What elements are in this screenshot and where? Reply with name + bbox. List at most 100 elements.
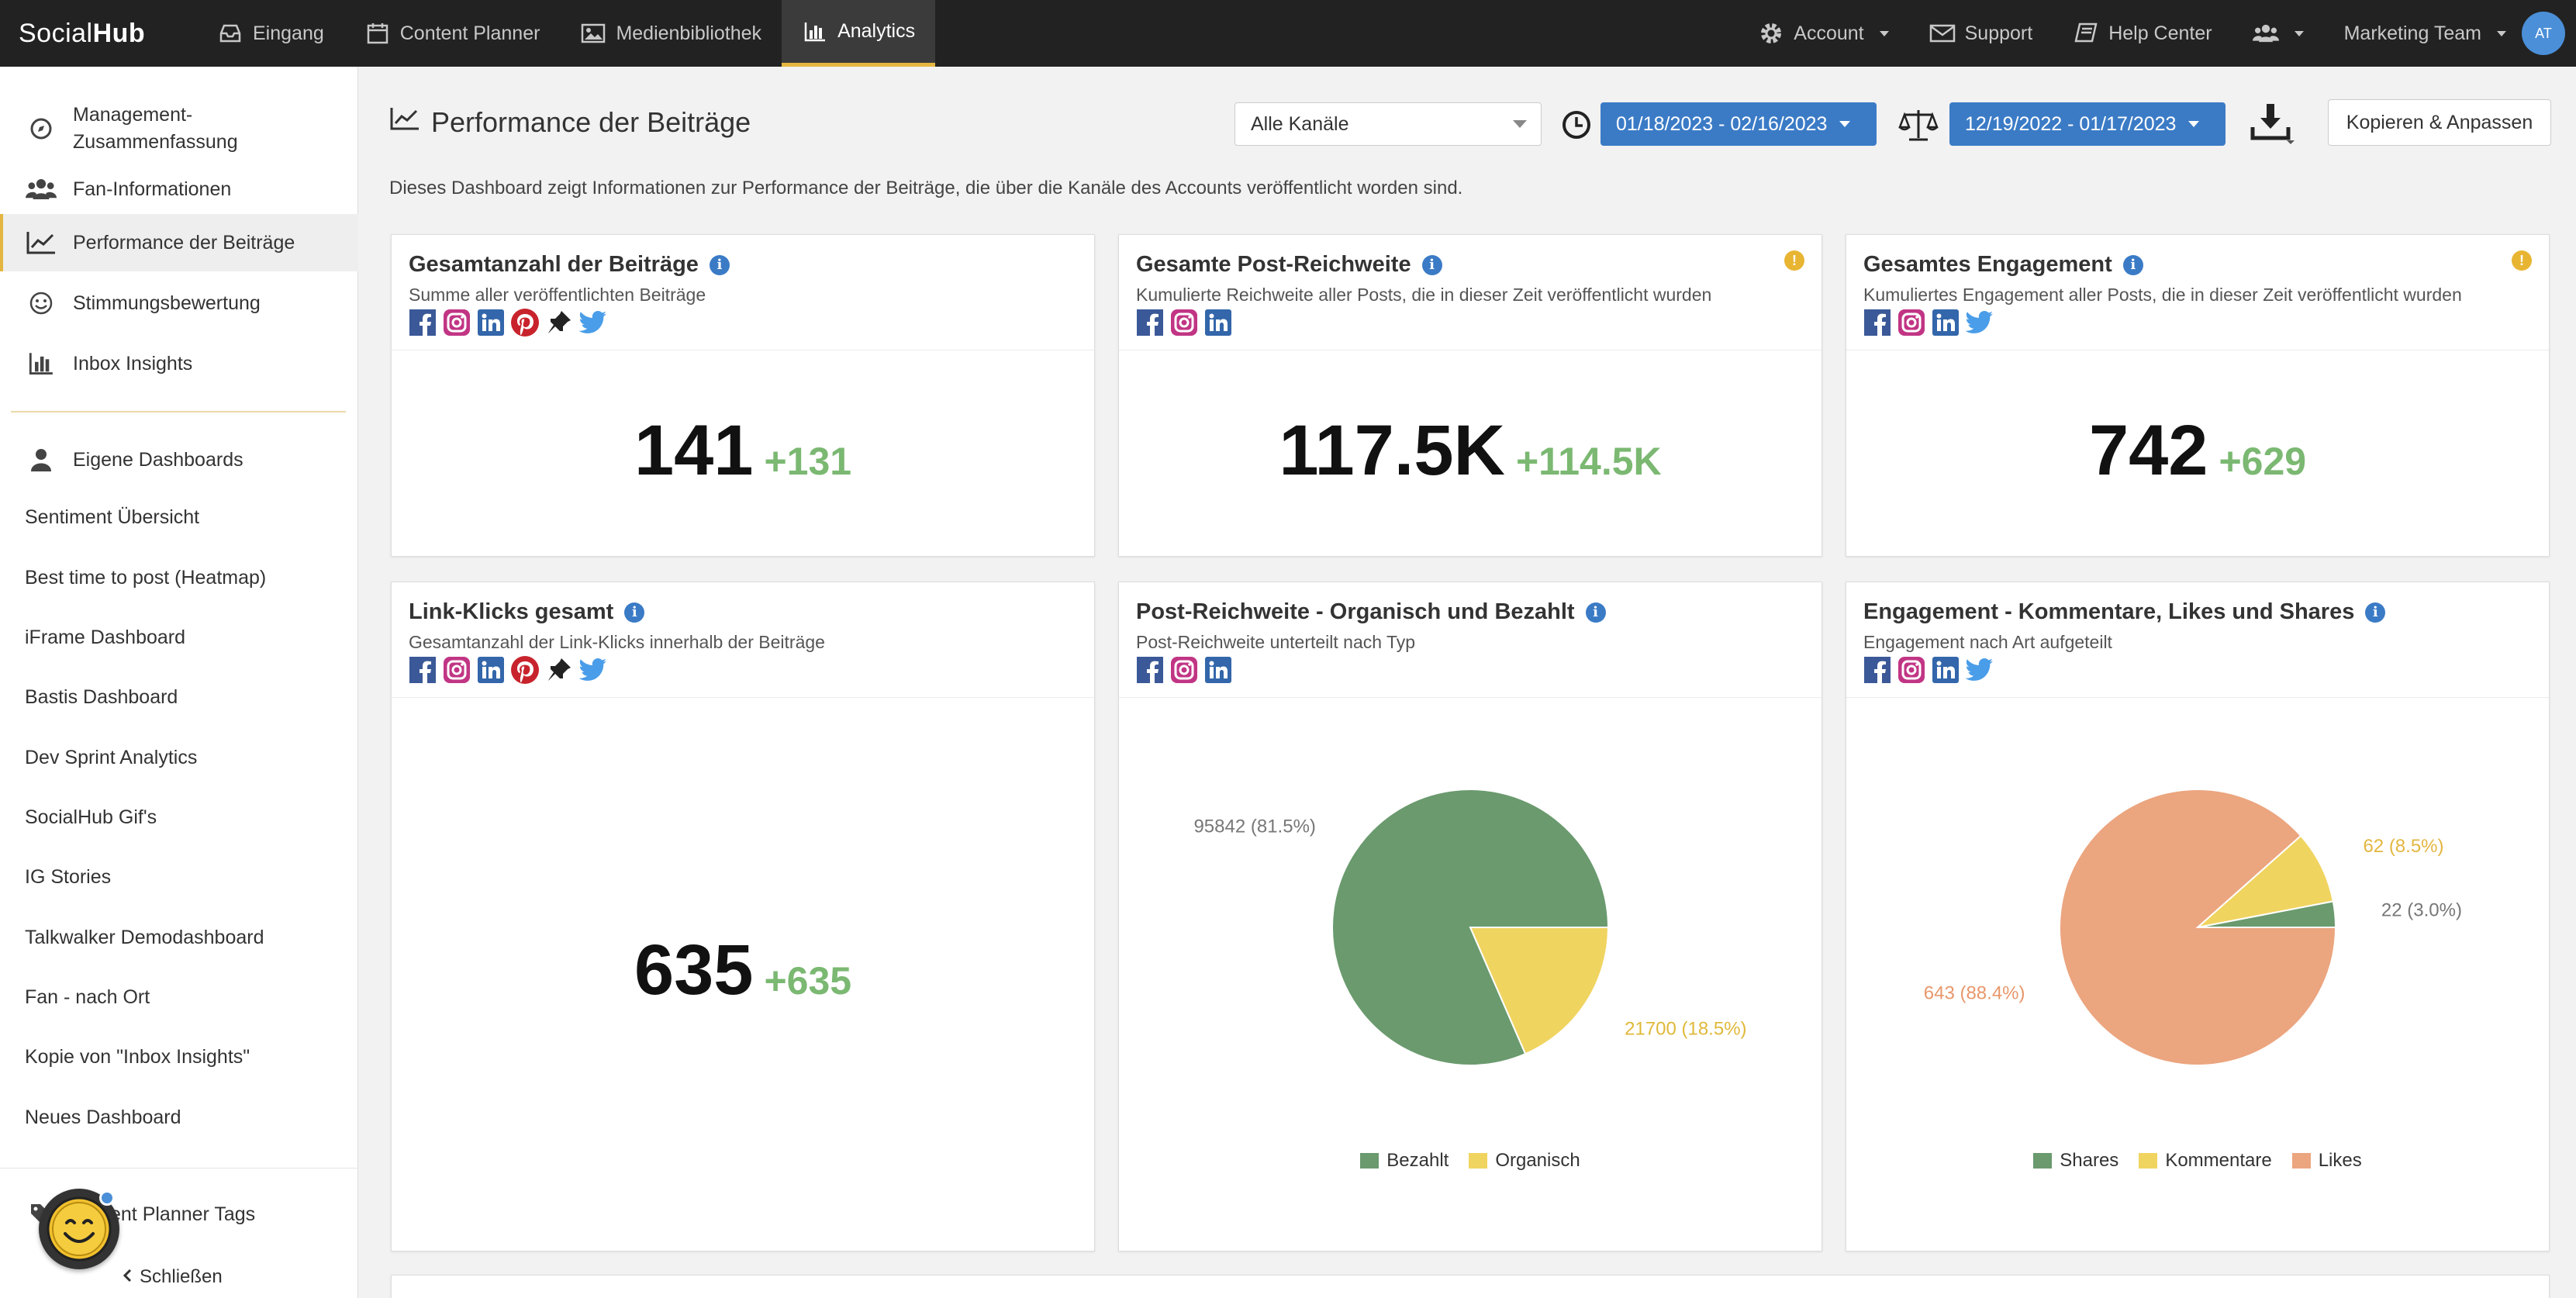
dashboard-link[interactable]: Kopie von "Inbox Insights" [25,1046,250,1068]
users-icon [25,173,57,205]
user-icon [25,444,57,476]
instagram-icon [443,309,471,337]
sidebar-close-button[interactable]: Schließen [123,1266,223,1288]
dashboard-link[interactable]: Bastis Dashboard [25,686,178,708]
info-icon[interactable]: i [1585,602,1606,623]
chevron-down-icon [2188,121,2200,127]
card-title: Gesamte Post-Reichweite i [1136,252,1442,278]
compare-range-picker[interactable]: 12/19/2022 - 01/17/2023 [1949,102,2226,146]
pinterest-icon [511,309,539,337]
sidebar-item-label: Inbox Insights [73,352,193,375]
info-icon[interactable]: i [624,602,645,623]
facebook-icon [1136,656,1164,684]
sidebar-item-stimmungsbewertung[interactable]: Stimmungsbewertung [0,276,358,330]
nav-item-analytics[interactable]: Analytics [782,0,936,67]
copy-customize-button[interactable]: Kopieren & Anpassen [2328,99,2551,146]
line-chart-icon [389,105,420,139]
bar-chart-icon [25,347,57,380]
compare-range-value: 12/19/2022 - 01/17/2023 [1965,112,2177,135]
nav-label: Content Planner [399,22,540,44]
metric-delta: +629 [2219,440,2307,483]
pie-label-likes: 643 (88.4%) [1924,983,2025,1004]
legend-item-organisch[interactable]: Organisch [1469,1150,1580,1172]
instagram-icon [1897,309,1925,337]
facebook-icon [1863,656,1891,684]
dashboard-link[interactable]: Fan - nach Ort [25,986,150,1008]
legend-item-bezahlt[interactable]: Bezahlt [1360,1150,1449,1172]
metric-card-total-reach: Gesamte Post-Reichweite i ! Kumulierte Re… [1118,234,1822,557]
warning-icon[interactable]: ! [2512,250,2532,271]
pie-slice-likes[interactable] [2059,789,2337,1066]
pin-icon [545,656,573,684]
info-icon[interactable]: i [2122,254,2143,275]
nav-label: Medienbibliothek [616,22,762,44]
account-menu[interactable]: Account [1738,0,1908,67]
download-icon[interactable] [2247,99,2297,146]
chart-legend: Bezahlt Organisch [1119,1150,1822,1172]
legend-swatch [2139,1153,2158,1169]
feedback-smiley-button[interactable] [39,1189,119,1269]
dashboard-link[interactable]: IG Stories [25,866,112,888]
legend-label: Bezahlt [1386,1150,1449,1171]
card-subtitle: Kumulierte Reichweite aller Posts, die i… [1136,285,1712,305]
nav-item-content-planner[interactable]: Content Planner [344,0,561,67]
pie-slice-bezahlt[interactable] [1331,789,1610,1066]
help-center-link[interactable]: Help Center [2053,0,2232,67]
sidebar-own-dashboards-header[interactable]: Eigene Dashboards [0,433,358,487]
pie-slice-kommentare[interactable] [2194,834,2334,929]
dashboard-link[interactable]: SocialHub Gif's [25,806,157,828]
line-chart-icon [25,226,57,259]
chart-card-engagement-type: Engagement - Kommentare, Likes und Share… [1846,582,2550,1251]
social-icons [1863,656,1994,684]
legend-item-shares[interactable]: Shares [2033,1150,2118,1172]
compass-icon [25,112,57,145]
warning-icon[interactable]: ! [1784,250,1804,271]
info-icon[interactable]: i [1421,254,1442,275]
date-range-picker[interactable]: 01/18/2023 - 02/16/2023 [1601,102,1877,146]
chevron-down-icon [2497,30,2506,36]
clock-icon [1560,109,1593,141]
legend-item-likes[interactable]: Likes [2291,1150,2362,1172]
sidebar-item-inbox-insights[interactable]: Inbox Insights [0,337,358,391]
metric-delta: +114.5K [1515,440,1662,483]
metric-value-number: 635 [634,930,754,1010]
pie-chart-reach: 21700 (18.5%) 95842 (81.5%) [1193,789,1747,1066]
sidebar-item-label: Eigene Dashboards [73,448,243,471]
app-logo[interactable]: SocialHub [19,18,146,48]
legend-item-kommentare[interactable]: Kommentare [2139,1150,2272,1172]
pie-slice-organisch[interactable] [1469,927,1610,1055]
metric-value: 141 +131 [392,410,1094,492]
dashboard-link[interactable]: iFrame Dashboard [25,627,186,648]
chevron-down-icon [1839,121,1851,127]
close-label: Schließen [140,1266,223,1287]
team-menu[interactable]: Marketing Team [2324,0,2509,67]
nav-item-eingang[interactable]: Eingang [197,0,344,67]
social-icons [409,656,607,684]
legend-swatch [2291,1153,2311,1169]
metric-card-link-clicks: Link-Klicks gesamt i Gesamtanzahl der Lin… [391,582,1095,1251]
legend-swatch [1469,1153,1488,1169]
linkedin-icon [477,309,505,337]
avatar[interactable]: AT [2522,12,2565,55]
instagram-icon [1170,656,1198,684]
team-switcher-icon-button[interactable] [2232,0,2324,67]
chart-card-reach-type: Post-Reichweite - Organisch und Bezahlt i… [1118,582,1822,1251]
info-icon[interactable]: i [709,254,730,275]
sidebar-item-fan-informationen[interactable]: Fan-Informationen [0,166,358,212]
dashboard-link[interactable]: Sentiment Übersicht [25,506,200,528]
info-icon[interactable]: i [2365,602,2386,623]
facebook-icon [1863,309,1891,337]
nav-item-medienbibliothek[interactable]: Medienbibliothek [560,0,782,67]
dashboard-link[interactable]: Dev Sprint Analytics [25,747,198,768]
pin-icon [545,309,573,337]
card-subtitle: Engagement nach Art aufgeteilt [1863,632,2112,652]
sidebar-item-performance[interactable]: Performance der Beiträge [0,214,358,271]
metric-delta: +131 [764,440,852,483]
support-link[interactable]: Support [1909,0,2053,67]
channel-select[interactable]: Alle Kanäle [1234,102,1542,146]
dashboard-link[interactable]: Best time to post (Heatmap) [25,567,267,589]
social-icons [1863,309,1994,337]
dashboard-link[interactable]: Neues Dashboard [25,1106,181,1128]
sidebar-item-management-summary[interactable]: Management- Zusammenfassung [0,95,358,163]
dashboard-link[interactable]: Talkwalker Demodashboard [25,927,264,948]
